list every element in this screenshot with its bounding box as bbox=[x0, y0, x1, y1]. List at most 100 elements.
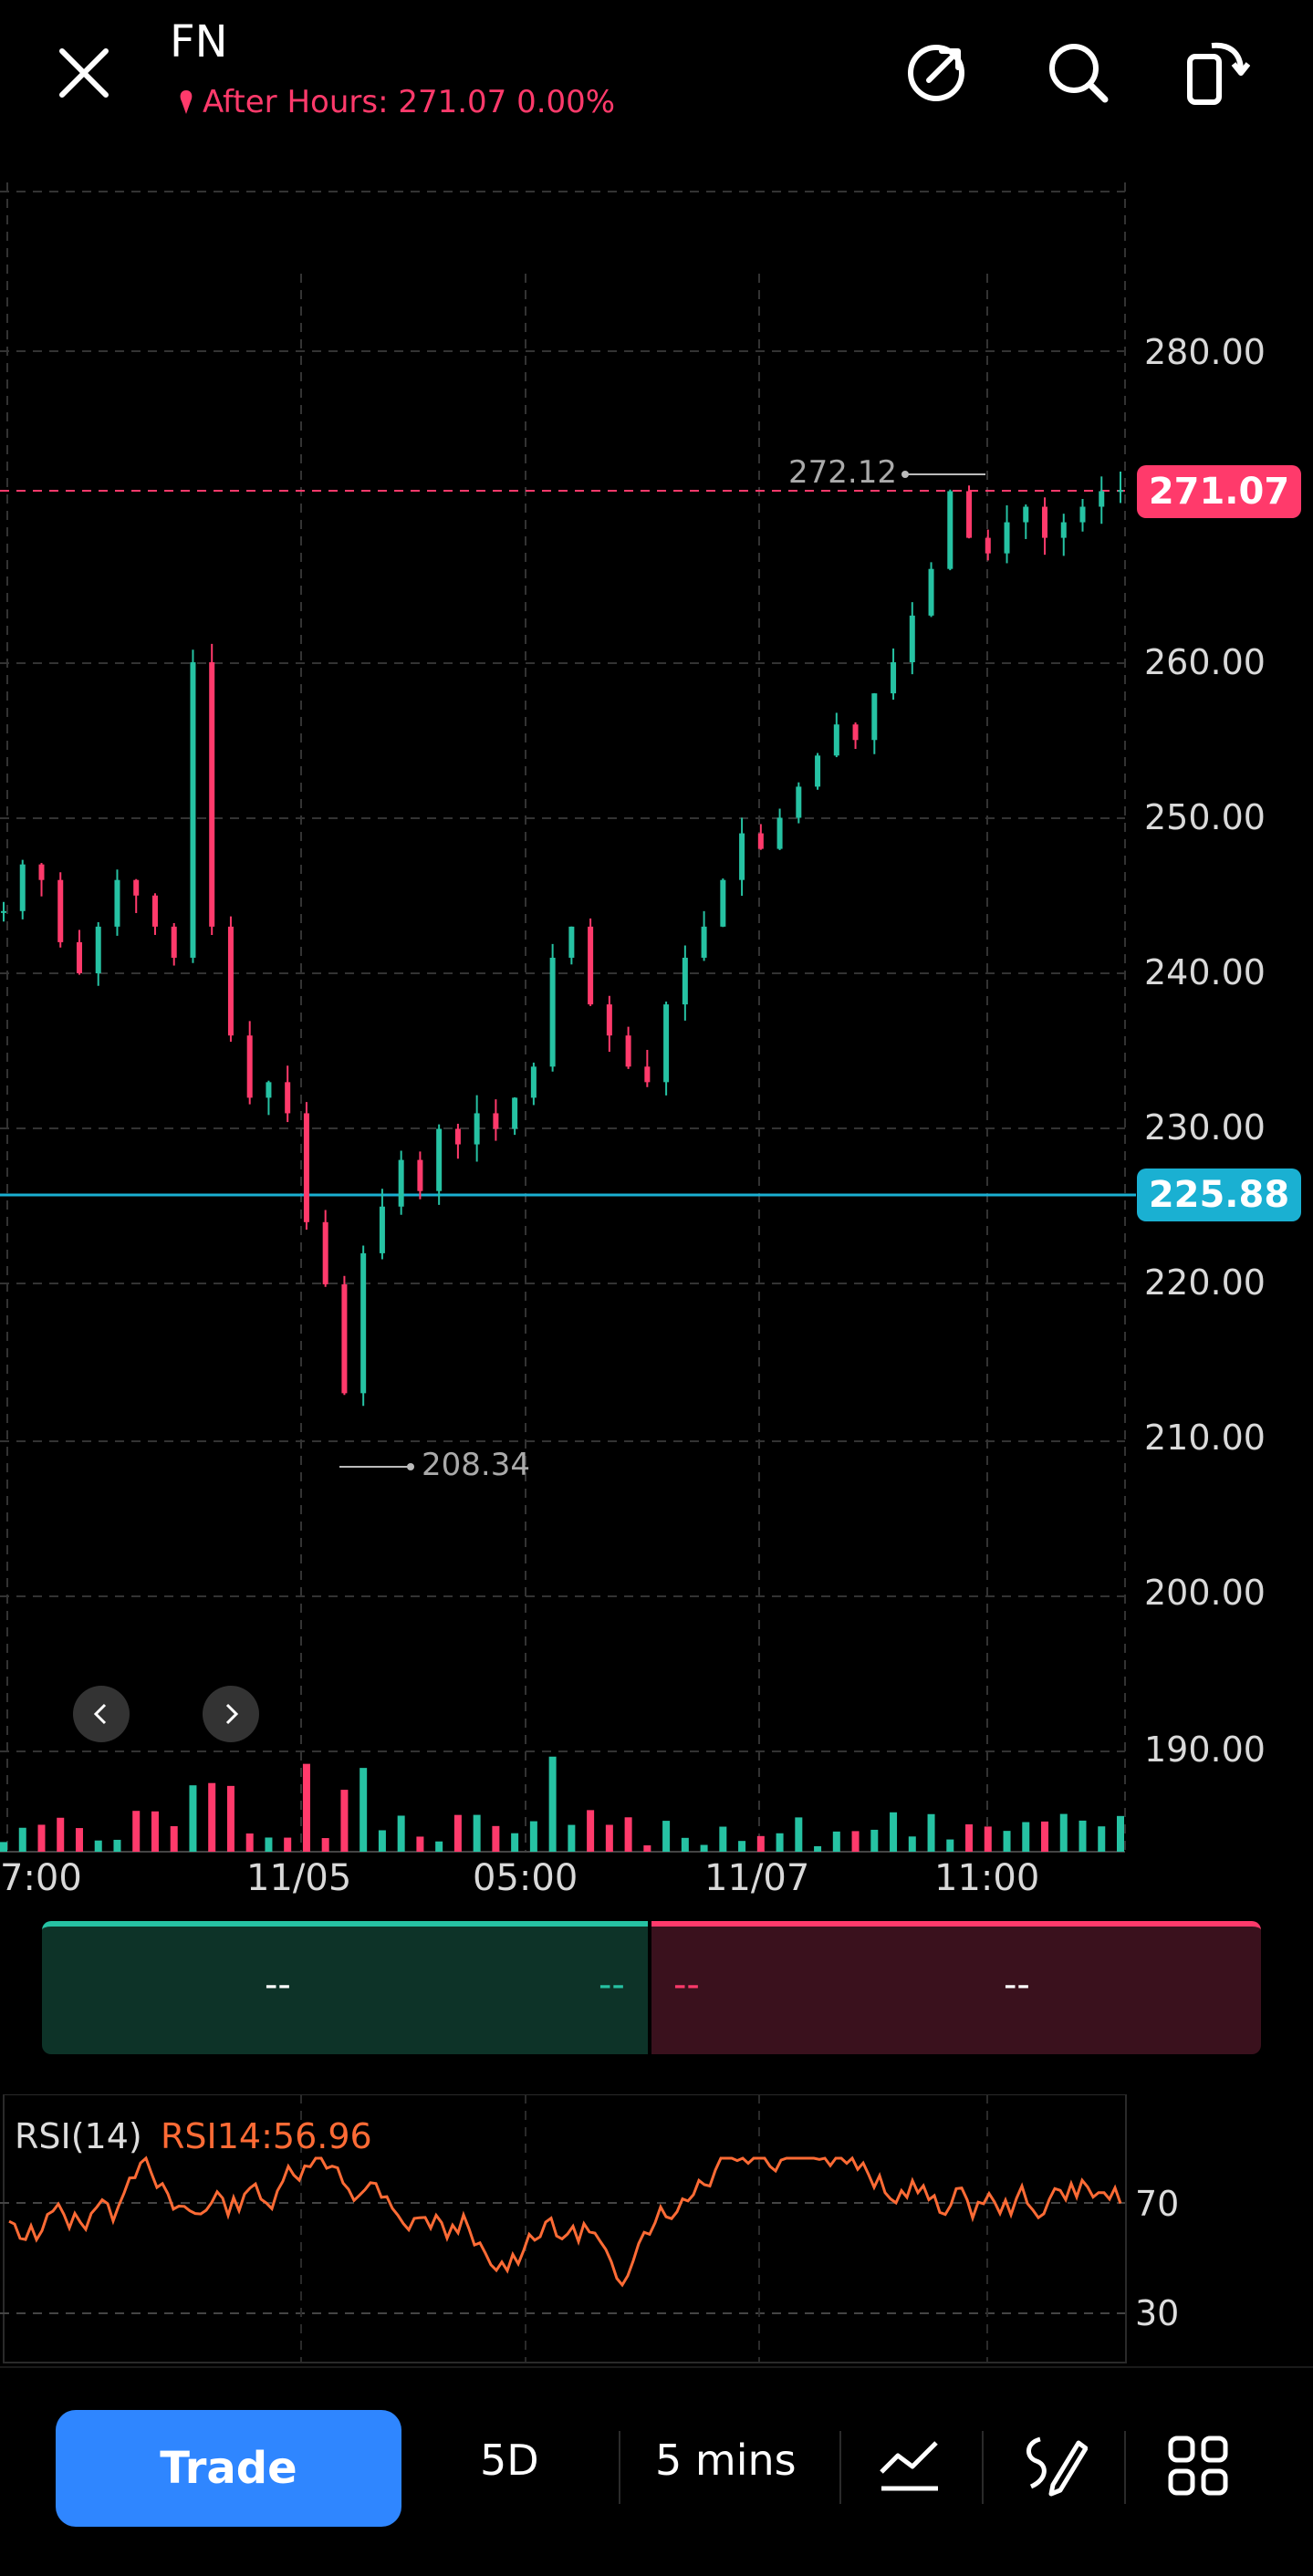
current-price-tag: 271.07 bbox=[1137, 465, 1301, 518]
candle-body bbox=[871, 693, 878, 741]
search-icon[interactable] bbox=[1040, 35, 1115, 109]
volume-bar bbox=[94, 1840, 102, 1852]
share-icon[interactable] bbox=[901, 35, 974, 108]
candle-body bbox=[588, 926, 594, 1005]
candle-body bbox=[757, 833, 764, 849]
volume-bar bbox=[226, 1785, 234, 1852]
volume-bar bbox=[548, 1756, 557, 1852]
volume-bar bbox=[57, 1817, 65, 1852]
price-tick: 220.00 bbox=[1144, 1262, 1266, 1303]
period-selector[interactable]: 5D bbox=[480, 2436, 539, 2485]
candle-body bbox=[1023, 506, 1029, 523]
candle-body bbox=[1079, 506, 1086, 523]
volume-bar bbox=[492, 1825, 500, 1852]
candle-body bbox=[549, 957, 556, 1067]
volume-bar bbox=[795, 1817, 803, 1852]
candle-body bbox=[454, 1128, 461, 1145]
close-icon[interactable] bbox=[47, 36, 120, 109]
candle-body bbox=[947, 491, 953, 569]
candle-body bbox=[625, 1035, 631, 1067]
volume-bar bbox=[208, 1782, 216, 1852]
volume-bar bbox=[416, 1836, 424, 1852]
candle-body bbox=[815, 755, 821, 787]
volume-bar bbox=[908, 1836, 916, 1852]
volume-bar bbox=[189, 1785, 197, 1852]
volume-bar bbox=[814, 1845, 822, 1852]
volume-bar bbox=[378, 1830, 386, 1852]
volume-bar bbox=[662, 1821, 671, 1852]
candle-body bbox=[512, 1097, 518, 1129]
volume-bar bbox=[851, 1831, 860, 1852]
after-hours-status: After Hours: 271.07 0.00% bbox=[179, 84, 615, 120]
candle-body bbox=[985, 537, 991, 554]
volume-bar bbox=[946, 1839, 954, 1852]
price-tick: 250.00 bbox=[1144, 797, 1266, 837]
candle-body bbox=[701, 926, 707, 958]
volume-bar bbox=[568, 1824, 576, 1852]
volume-bar bbox=[681, 1837, 689, 1852]
marker-price-tag[interactable]: 225.88 bbox=[1137, 1169, 1301, 1221]
volume-bar bbox=[302, 1763, 310, 1852]
candle-body bbox=[114, 879, 120, 927]
after-hours-text: After Hours: 271.07 0.00% bbox=[203, 84, 616, 120]
price-tick: 190.00 bbox=[1144, 1729, 1266, 1770]
trade-button[interactable]: Trade bbox=[56, 2410, 401, 2527]
candle-body bbox=[417, 1159, 423, 1191]
chart-scroll-right-button[interactable] bbox=[203, 1686, 259, 1742]
price-chart[interactable] bbox=[0, 173, 1313, 1861]
candle-body bbox=[1099, 491, 1105, 507]
rsi-chart[interactable] bbox=[0, 2094, 1313, 2368]
volume-bar bbox=[37, 1824, 46, 1852]
price-tick: 230.00 bbox=[1144, 1107, 1266, 1148]
rsi-level-70: 70 bbox=[1135, 2184, 1180, 2224]
low-label: 208.34 bbox=[422, 1447, 530, 1483]
rsi-value: RSI14:56.96 bbox=[161, 2116, 372, 2156]
candle-body bbox=[133, 879, 140, 896]
candle-body bbox=[833, 724, 839, 756]
candle-body bbox=[436, 1128, 443, 1191]
volume-bar bbox=[453, 1814, 462, 1852]
volume-bar bbox=[1098, 1826, 1106, 1852]
volume-bar bbox=[473, 1814, 481, 1852]
candle-body bbox=[398, 1159, 404, 1207]
ask-value: -- bbox=[1004, 1964, 1030, 2006]
candle-series bbox=[1, 472, 1123, 1407]
rotate-icon[interactable] bbox=[1177, 35, 1254, 111]
candle-body bbox=[493, 1113, 499, 1129]
chart-scroll-left-button[interactable] bbox=[73, 1686, 130, 1742]
candle-body bbox=[1, 910, 6, 913]
volume-bar bbox=[832, 1831, 840, 1852]
candle-body bbox=[1004, 522, 1010, 554]
candle-body bbox=[227, 926, 234, 1036]
volume-bar bbox=[1059, 1813, 1068, 1852]
time-tick: 7:00 bbox=[0, 1857, 82, 1899]
volume-bar bbox=[965, 1823, 974, 1852]
candle-body bbox=[663, 1004, 670, 1083]
candle-body bbox=[1060, 522, 1067, 538]
volume-bar bbox=[1022, 1822, 1030, 1852]
ticker-symbol: FN bbox=[170, 16, 228, 68]
candle-body bbox=[739, 833, 745, 880]
indicator-icon[interactable] bbox=[878, 2436, 942, 2498]
time-tick: 11/05 bbox=[246, 1857, 352, 1899]
price-tick: 280.00 bbox=[1144, 332, 1266, 372]
candle-body bbox=[322, 1221, 328, 1284]
candle-body bbox=[909, 615, 915, 662]
candle-body bbox=[38, 864, 45, 880]
candle-body bbox=[171, 926, 177, 958]
volume-bar bbox=[738, 1841, 746, 1852]
rsi-level-30: 30 bbox=[1135, 2293, 1180, 2333]
candle-body bbox=[57, 879, 64, 942]
divider bbox=[619, 2431, 620, 2504]
candle-body bbox=[796, 786, 802, 818]
candle-body bbox=[568, 926, 575, 958]
price-tick: 260.00 bbox=[1144, 642, 1266, 682]
grid-icon[interactable] bbox=[1168, 2436, 1228, 2499]
interval-selector[interactable]: 5 mins bbox=[655, 2436, 797, 2485]
volume-bar bbox=[984, 1826, 992, 1852]
volume-bar bbox=[132, 1811, 141, 1852]
candle-body bbox=[285, 1082, 291, 1114]
volume-bar bbox=[340, 1790, 349, 1852]
bid-percent: -- bbox=[599, 1964, 625, 2006]
draw-icon[interactable] bbox=[1020, 2430, 1089, 2501]
